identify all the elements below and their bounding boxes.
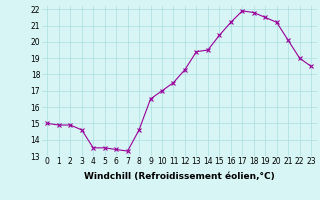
- X-axis label: Windchill (Refroidissement éolien,°C): Windchill (Refroidissement éolien,°C): [84, 172, 275, 181]
